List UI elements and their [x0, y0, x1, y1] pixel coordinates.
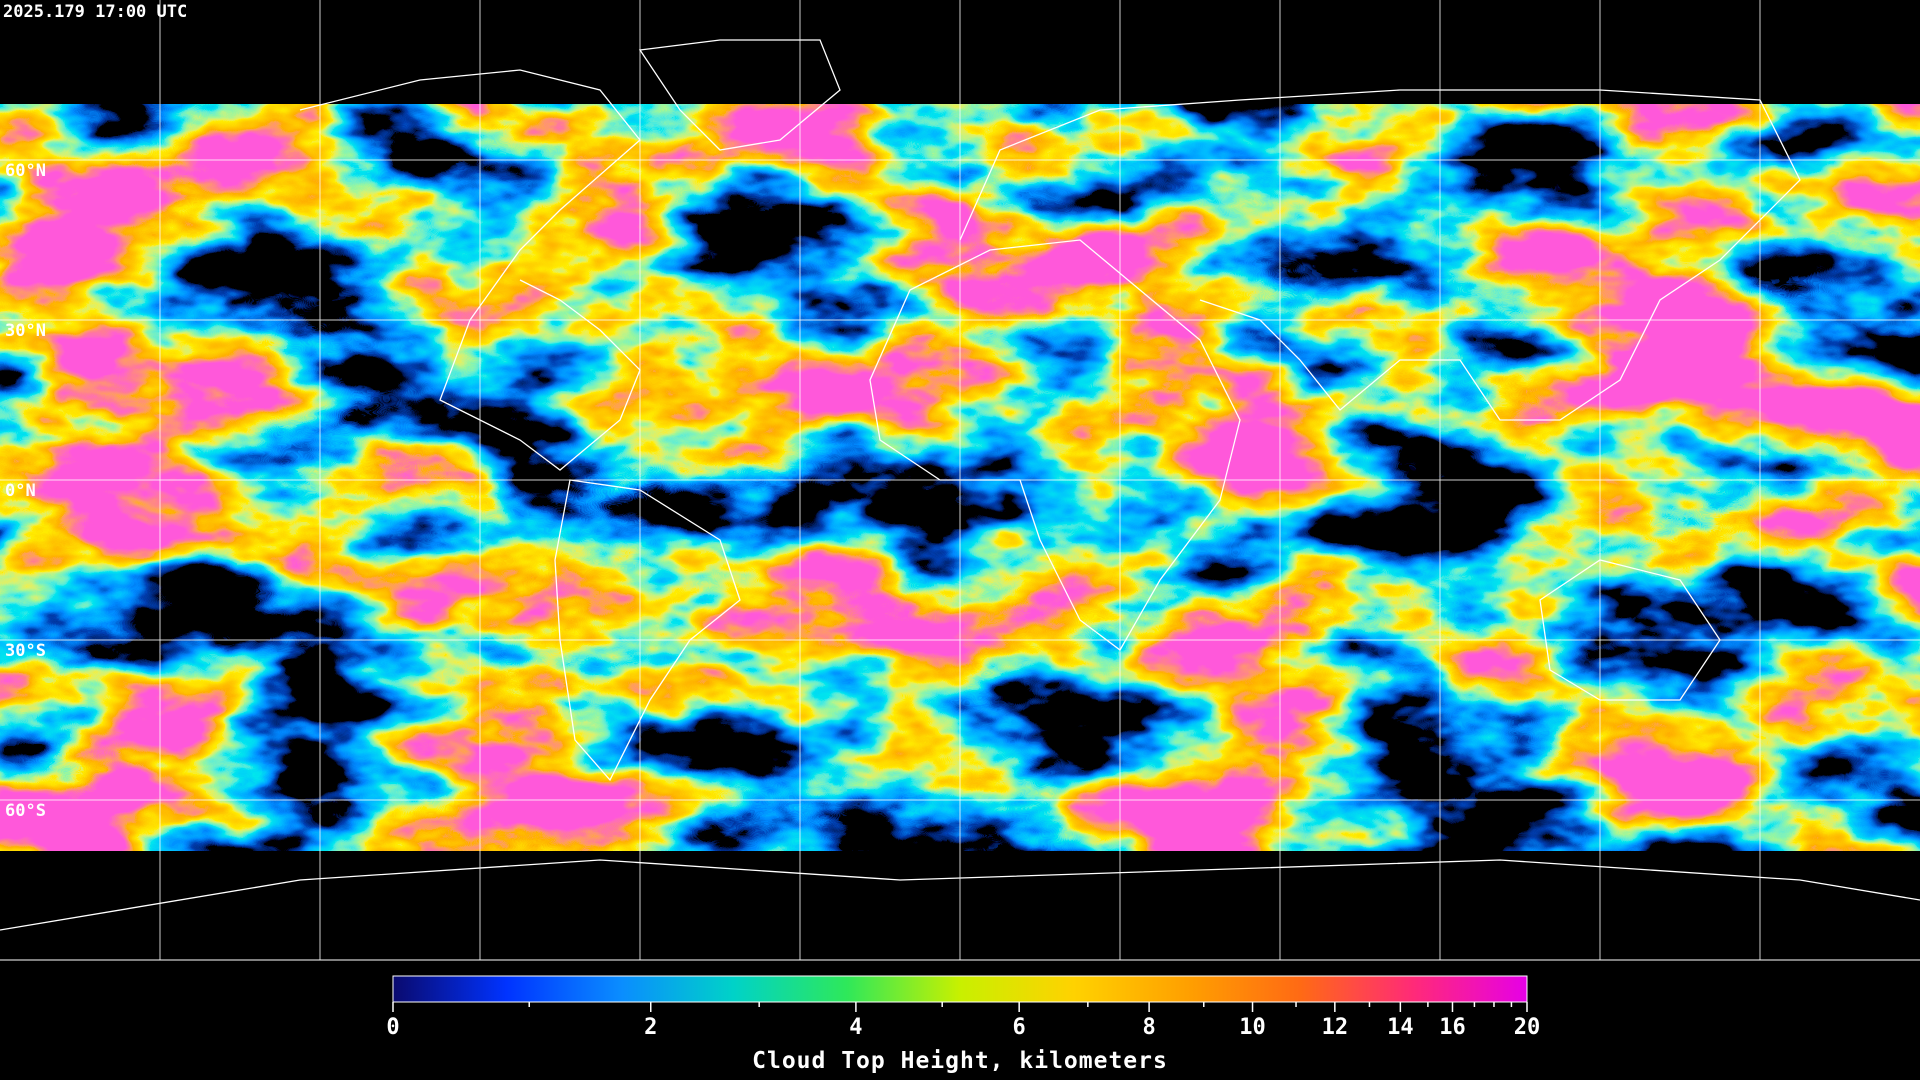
colorbar-tick-label: 6	[1013, 1015, 1026, 1040]
coastline	[299, 69, 641, 471]
colorbar-tick-label: 10	[1239, 1015, 1266, 1040]
coastline	[959, 89, 1801, 421]
colorbar-title: Cloud Top Height, kilometers	[752, 1048, 1168, 1074]
colorbar-tick-label: 12	[1322, 1015, 1349, 1040]
colorbar-tick-label: 20	[1514, 1015, 1541, 1040]
coastline	[638, 39, 841, 151]
latitude-label: 30°N	[5, 321, 46, 341]
colorbar: 0 2 4 6 8 10 12 14 16 20 Cloud Top Height, kilomet…	[386, 975, 1541, 1074]
latitude-label: 30°S	[5, 641, 46, 661]
coastline	[554, 479, 741, 782]
colorbar-tick-label: 16	[1439, 1015, 1466, 1040]
colorbar-ramp	[392, 975, 1528, 1003]
coastline	[869, 239, 1241, 651]
latitude-label: 60°S	[5, 801, 46, 821]
graticule: 60°N 30°N 0°N 30°S 60°S	[0, 0, 1920, 960]
colorbar-tick-label: 2	[644, 1015, 657, 1040]
coastline	[0, 859, 1920, 931]
coastline	[1539, 559, 1721, 701]
colorbar-tick-label: 4	[849, 1015, 862, 1040]
latitude-label: 0°N	[5, 481, 36, 501]
colorbar-tick-label: 8	[1142, 1015, 1155, 1040]
timestamp: 2025.179 17:00 UTC	[3, 2, 187, 22]
colorbar-tick-label: 14	[1387, 1015, 1414, 1040]
colorbar-tick-label: 0	[386, 1015, 399, 1040]
coastlines	[0, 39, 1920, 931]
latitude-label: 60°N	[5, 161, 46, 181]
